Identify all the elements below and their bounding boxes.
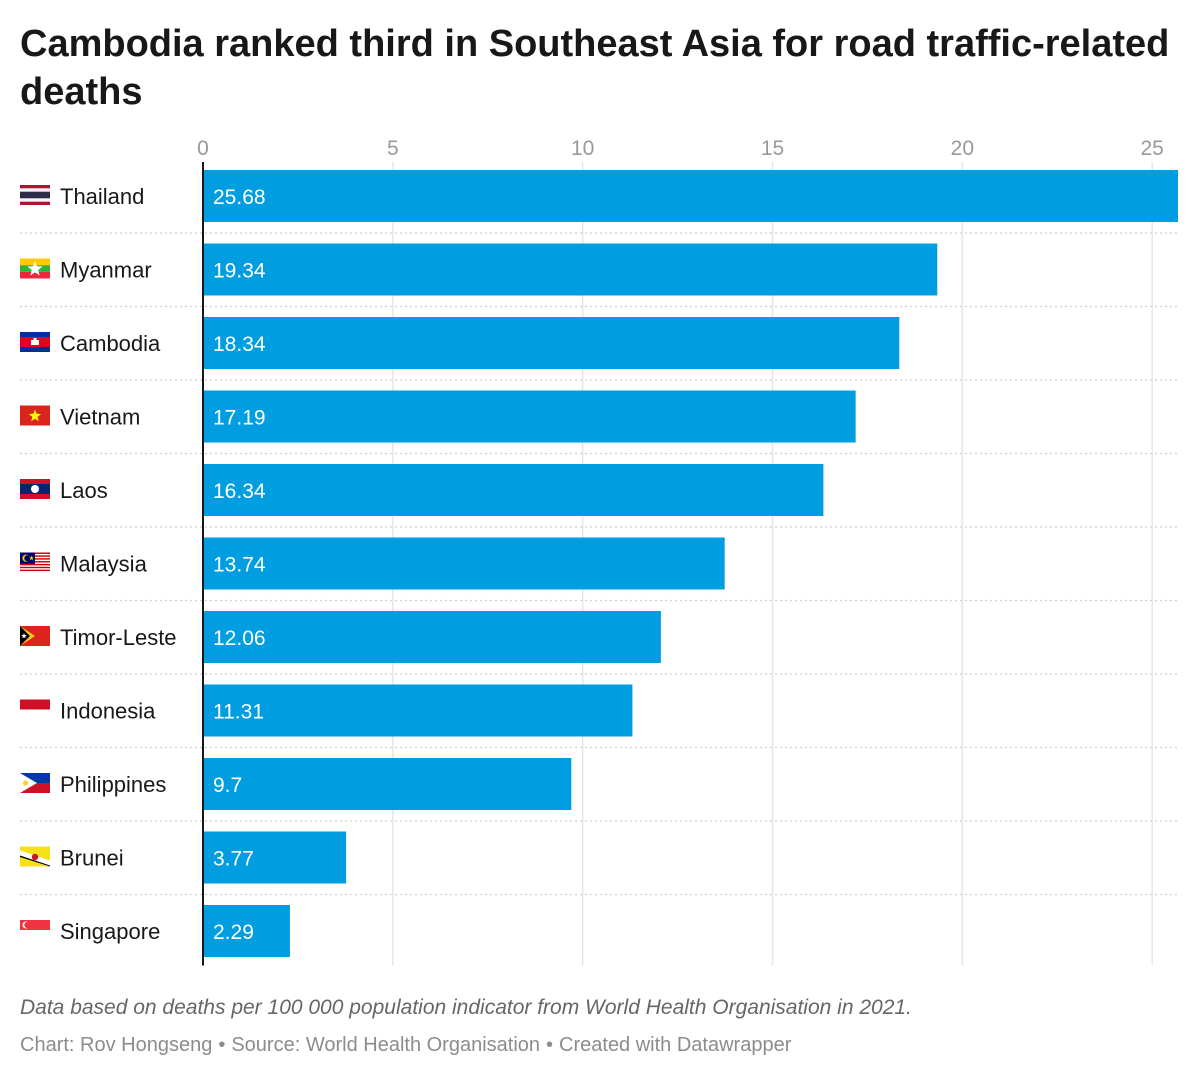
bar-philippines [203,758,572,810]
bar-singapore [203,905,290,957]
created-with: Created with Datawrapper [559,1034,792,1056]
x-tick-label: 5 [387,137,399,160]
brunei-flag-icon [20,846,50,867]
chart-source: Source: World Health Organisation [231,1034,541,1056]
malaysia-flag-icon [20,552,50,573]
category-label: Philippines [60,772,166,797]
x-tick-label: 20 [951,137,974,160]
category-label: Vietnam [60,405,140,430]
x-tick-label: 15 [761,137,784,160]
category-label: Cambodia [60,331,161,356]
timor-leste-flag-icon [20,626,50,646]
bar-thailand [203,170,1178,222]
myanmar-flag-icon [20,258,50,279]
value-label: 12.06 [213,627,266,650]
value-label: 11.31 [213,701,264,724]
x-tick-label: 0 [197,137,209,160]
vietnam-flag-icon [20,405,50,426]
bar-timor-leste [203,611,661,663]
value-label: 16.34 [213,480,266,503]
thailand-flag-icon [20,185,50,205]
value-label: 13.74 [213,554,266,577]
value-label: 19.34 [213,260,266,283]
category-label: Malaysia [60,552,148,577]
credit-separator: • [218,1034,226,1056]
bar-malaysia [203,537,725,590]
philippines-flag-icon [20,773,50,793]
value-label: 18.34 [213,333,266,356]
bar-laos [203,464,824,516]
chart-note: Data based on deaths per 100 000 populat… [20,996,912,1019]
chart-title: Cambodia ranked third in Southeast Asia … [20,23,1170,113]
value-label: 17.19 [213,407,266,430]
category-label: Thailand [60,184,144,209]
value-label: 9.7 [213,774,242,797]
x-tick-label: 25 [1141,137,1164,160]
category-label: Laos [60,478,108,503]
indonesia-flag-icon [20,699,50,720]
singapore-flag-icon [20,920,50,940]
category-label: Singapore [60,919,160,944]
bar-brunei [203,831,347,884]
bar-chart: 0 5 10 15 20 25 Thailand 25.68 Myanmar 19.34 Cambo… [20,137,1180,966]
x-tick-label: 10 [571,137,594,160]
value-label: 2.29 [213,921,254,944]
cambodia-flag-icon [20,332,50,352]
bar-vietnam [203,390,856,443]
bar-myanmar [203,243,938,296]
category-label: Timor-Leste [60,625,177,650]
value-label: 3.77 [213,848,254,871]
chart-credits: Chart: Rov Hongseng • Source: World Health… [20,1034,791,1057]
bar-indonesia [203,684,633,737]
category-label: Myanmar [60,258,152,283]
category-label: Indonesia [60,699,156,724]
value-label: 25.68 [213,186,266,209]
category-label: Brunei [60,846,124,871]
laos-flag-icon [20,479,50,499]
chart-author: Chart: Rov Hongseng [20,1034,213,1056]
credit-separator: • [546,1034,554,1056]
bar-cambodia [203,317,900,369]
